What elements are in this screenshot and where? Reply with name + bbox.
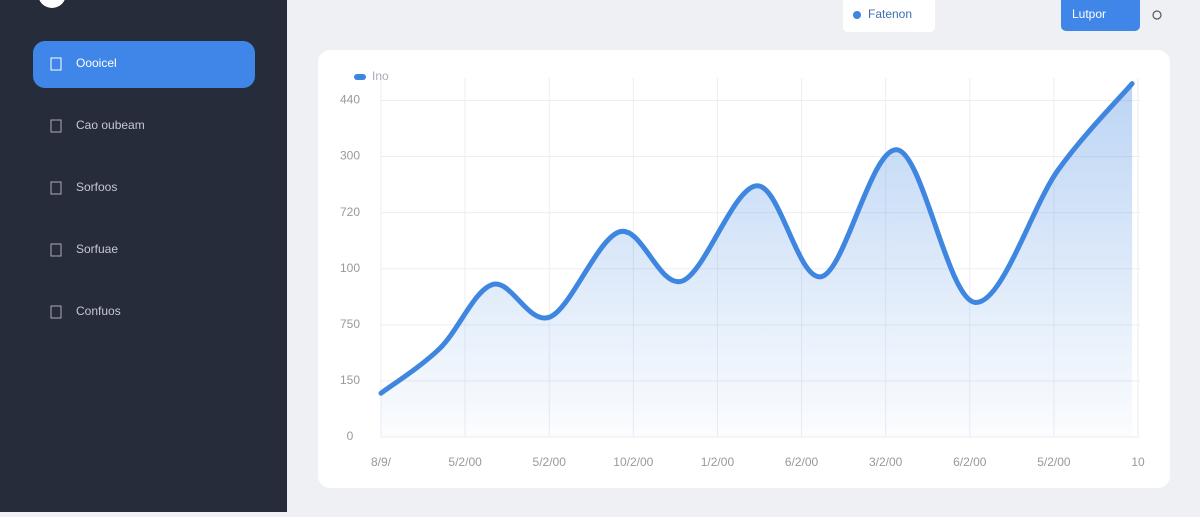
nav-label: Confuos xyxy=(76,304,121,318)
nav-icon xyxy=(50,305,62,319)
y-tick-label: 300 xyxy=(340,149,360,163)
y-tick-label: 0 xyxy=(347,429,354,443)
filter-label: Fatenon xyxy=(868,7,912,21)
nav-icon xyxy=(50,119,62,133)
x-tick-label: 3/2/00 xyxy=(869,455,903,469)
nav-label: Sorfoos xyxy=(76,180,117,194)
x-tick-label: 10 xyxy=(1131,455,1145,469)
nav-icon xyxy=(50,181,62,195)
x-tick-label: 6/2/00 xyxy=(953,455,987,469)
nav-icon xyxy=(50,57,62,71)
line xyxy=(378,81,1135,396)
area xyxy=(381,83,1133,437)
export-label: Lutpor xyxy=(1072,7,1106,21)
y-tick-label: 150 xyxy=(340,373,360,387)
nav-label: Sorfuae xyxy=(76,242,118,256)
x-tick-label: 8/9/ xyxy=(371,455,392,469)
x-tick-label: 10/2/00 xyxy=(613,455,653,469)
nav-label: Cao oubeam xyxy=(76,118,145,132)
filter-dot xyxy=(853,11,861,19)
export-button[interactable] xyxy=(1061,0,1140,31)
y-tick-label: 440 xyxy=(340,93,360,107)
x-tick-label: 5/2/00 xyxy=(1037,455,1071,469)
x-tick-label: 1/2/00 xyxy=(701,455,735,469)
refresh-icon[interactable] xyxy=(1152,10,1162,20)
active-nav[interactable] xyxy=(33,41,255,88)
legend-swatch xyxy=(354,74,366,80)
x-tick-label: 6/2/00 xyxy=(785,455,819,469)
legend-label: Ino xyxy=(372,69,389,83)
y-tick-label: 750 xyxy=(340,317,360,331)
nav-icon xyxy=(50,243,62,257)
nav-label: Oooicel xyxy=(76,56,117,70)
filter-button[interactable] xyxy=(843,0,935,32)
y-tick-label: 100 xyxy=(340,261,360,275)
x-tick-label: 5/2/00 xyxy=(533,455,567,469)
x-tick-label: 5/2/00 xyxy=(448,455,482,469)
y-tick-label: 720 xyxy=(340,205,360,219)
logo xyxy=(39,0,65,8)
